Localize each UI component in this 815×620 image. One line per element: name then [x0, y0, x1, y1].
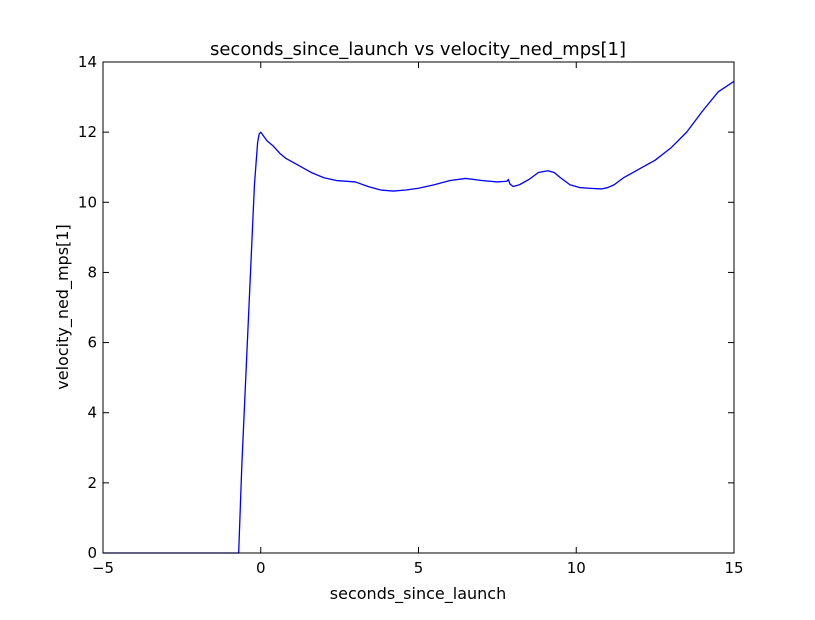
x-tick-label: −5 [92, 559, 114, 577]
y-axis-label: velocity_ned_mps[1] [53, 224, 73, 389]
y-tick-label: 2 [87, 474, 97, 492]
y-tick-label: 10 [78, 193, 97, 211]
series-line-0 [103, 80, 735, 554]
x-tick-label: 5 [414, 559, 424, 577]
y-tick-label: 14 [78, 53, 97, 71]
y-tick-label: 4 [87, 404, 97, 422]
x-tick-label: 15 [724, 559, 743, 577]
chart-title: seconds_since_launch vs velocity_ned_mps… [210, 39, 626, 60]
x-tick-label: 0 [256, 559, 266, 577]
x-axis-label: seconds_since_launch [330, 584, 506, 604]
y-tick-label: 6 [87, 334, 97, 352]
x-tick-label: 10 [567, 559, 586, 577]
y-tick-label: 0 [87, 544, 97, 562]
y-tick-label: 12 [78, 123, 97, 141]
y-tick-label: 8 [87, 263, 97, 281]
